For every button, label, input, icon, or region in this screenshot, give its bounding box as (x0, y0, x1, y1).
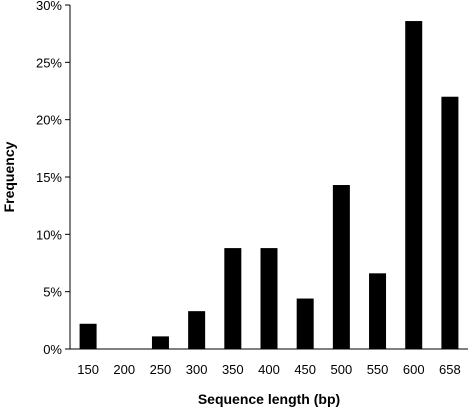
x-tick-label: 500 (331, 362, 353, 377)
y-tick-label: 20% (36, 113, 62, 128)
x-tick-label: 300 (186, 362, 208, 377)
y-tick-label: 25% (36, 55, 62, 70)
y-tick-label: 15% (36, 170, 62, 185)
bar-400 (260, 248, 278, 349)
x-tick-label: 200 (113, 362, 135, 377)
bar-500 (332, 185, 350, 349)
bar-600 (405, 21, 423, 349)
bar-450 (296, 298, 314, 349)
y-axis-title: Frequency (1, 141, 17, 212)
bar-550 (369, 273, 387, 349)
bar-658 (441, 96, 459, 349)
y-tick-label: 0% (43, 342, 62, 357)
bar-150 (79, 323, 97, 349)
x-tick-label: 450 (294, 362, 316, 377)
x-tick-label: 150 (77, 362, 99, 377)
y-tick-label: 30% (36, 0, 62, 13)
x-tick-label: 658 (439, 362, 461, 377)
x-axis-title: Sequence length (bp) (198, 391, 340, 407)
y-tick-label: 5% (43, 285, 62, 300)
x-tick-label: 600 (403, 362, 425, 377)
x-tick-label: 550 (367, 362, 389, 377)
y-tick-label: 10% (36, 227, 62, 242)
x-tick-label: 400 (258, 362, 280, 377)
x-tick-label: 250 (150, 362, 172, 377)
bars-group (79, 21, 459, 349)
y-axis-ticks: 0% 5% 10% 15% 20% 25% 30% (36, 0, 70, 357)
x-axis-tick-labels: 150 200 250 300 350 400 450 500 550 600 658 (77, 362, 461, 377)
x-tick-label: 350 (222, 362, 244, 377)
bar-300 (188, 311, 206, 349)
bar-350 (224, 248, 242, 349)
bar-250 (151, 336, 169, 349)
